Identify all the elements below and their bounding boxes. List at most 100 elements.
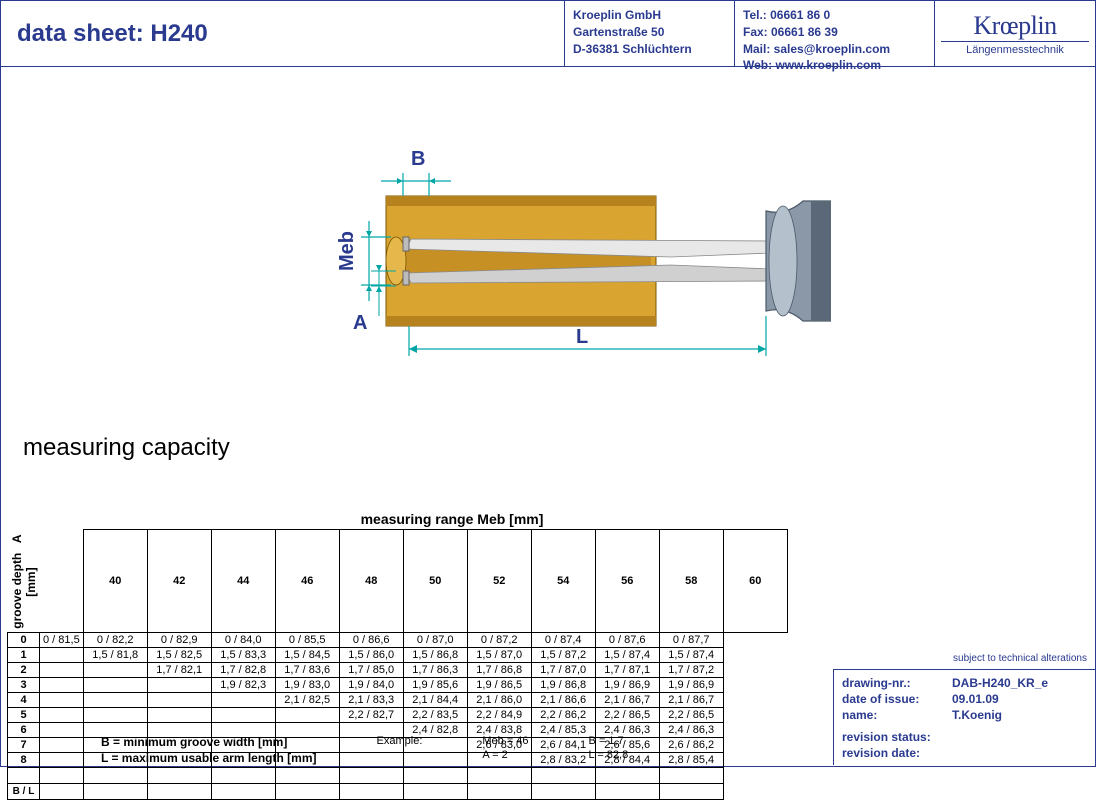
technical-diagram: B Meb A L [311, 141, 831, 371]
table-cell [40, 662, 84, 677]
table-cell [40, 692, 84, 707]
meta-name-val: T.Koenig [952, 708, 1087, 722]
table-row: 5 2,2 / 82,72,2 / 83,52,2 / 84,9 2,2 / 86,… [8, 707, 788, 722]
bl-label: B / L [8, 783, 40, 799]
meta-revdate-label: revision date: [842, 746, 952, 760]
brand-tagline: Längenmesstechnik [941, 41, 1088, 56]
table-cell: 1,9 / 86,9 [595, 677, 659, 692]
meta-revstatus-label: revision status: [842, 730, 952, 744]
row-index: 8 [8, 752, 40, 767]
table-cell: 2,1 / 86,6 [531, 692, 595, 707]
meta-drawing-label: drawing-nr.: [842, 676, 952, 690]
meta-date-val: 09.01.09 [952, 692, 1087, 706]
row-index: 2 [8, 662, 40, 677]
col-head: 42 [147, 530, 211, 633]
example-a: A = 2 [482, 749, 528, 761]
table-cell: 1,7 / 83,6 [275, 662, 339, 677]
table-cell: 1,9 / 86,8 [531, 677, 595, 692]
table-cell [40, 752, 84, 767]
table-cell: 2,2 / 84,9 [467, 707, 531, 722]
table-cell [467, 783, 531, 799]
table-cell [40, 677, 84, 692]
table-cell: 2,1 / 84,4 [403, 692, 467, 707]
brand-name: Krœplin [973, 11, 1056, 41]
table-cell [83, 783, 147, 799]
row-index: 6 [8, 722, 40, 737]
table-body: 00 / 81,50 / 82,20 / 82,90 / 84,00 / 85,… [8, 632, 788, 799]
table-cell [595, 783, 659, 799]
table-cell: 1,5 / 87,4 [659, 647, 723, 662]
row-index: 3 [8, 677, 40, 692]
col-head: 58 [659, 530, 723, 633]
table-cell: 1,7 / 82,1 [147, 662, 211, 677]
col-head: 44 [211, 530, 275, 633]
table-cell: 2,2 / 86,5 [659, 707, 723, 722]
section-heading: measuring capacity [23, 434, 230, 462]
table-cell: 0 / 87,0 [403, 632, 467, 647]
contact-mail: Mail: sales@kroeplin.com [743, 41, 926, 58]
table-cell: 0 / 81,5 [40, 632, 84, 647]
table-cell: 1,5 / 84,5 [275, 647, 339, 662]
table-cell: 1,7 / 86,3 [403, 662, 467, 677]
row-index: 5 [8, 707, 40, 722]
table-cell: 2,1 / 86,7 [595, 692, 659, 707]
header: data sheet: H240 Kroeplin GmbH Gartenstr… [1, 1, 1095, 67]
row-axis-label: groove depth A[mm] [8, 530, 40, 633]
table-cell: 2,1 / 82,5 [275, 692, 339, 707]
table-cell [403, 783, 467, 799]
table-cell: 1,9 / 86,5 [467, 677, 531, 692]
legend-b: B = minimum groove width [mm] [101, 735, 317, 749]
table-legend: B = minimum groove width [mm] L = maximu… [101, 735, 628, 765]
table-cell: 0 / 87,4 [531, 632, 595, 647]
example-b: B = 1,7 [589, 735, 629, 747]
col-head: 48 [339, 530, 403, 633]
contact-tel: Tel.: 06661 86 0 [743, 7, 926, 24]
row-index: 1 [8, 647, 40, 662]
table-cell: 1,5 / 86,8 [403, 647, 467, 662]
col-head: 60 [723, 530, 787, 633]
drawing-meta-box: drawing-nr.: DAB-H240_KR_e date of issue… [833, 669, 1095, 765]
table-cell: 1,7 / 87,2 [659, 662, 723, 677]
company-street: Gartenstraße 50 [573, 24, 726, 41]
header-contact: Tel.: 06661 86 0 Fax: 06661 86 39 Mail: … [735, 1, 935, 66]
table-cell [211, 707, 275, 722]
table-cell: 1,9 / 86,9 [659, 677, 723, 692]
table-cell: 2,8 / 85,4 [659, 752, 723, 767]
dim-label-l: L [576, 326, 588, 348]
row-index: 0 [8, 632, 40, 647]
table-cell [40, 707, 84, 722]
table-cell: 2,6 / 86,2 [659, 737, 723, 752]
table-cell [40, 722, 84, 737]
table-cell [83, 662, 147, 677]
table-cell: 1,7 / 82,8 [211, 662, 275, 677]
table-cell: 0 / 86,6 [339, 632, 403, 647]
col-head: 54 [531, 530, 595, 633]
table-cell: 1,5 / 83,3 [211, 647, 275, 662]
table-cell [147, 783, 211, 799]
dim-label-a: A [353, 312, 367, 334]
table-row: 21,7 / 82,11,7 / 82,81,7 / 83,61,7 / 85,… [8, 662, 788, 677]
table-cell [275, 707, 339, 722]
table-cell [83, 677, 147, 692]
table-row: 42,1 / 82,52,1 / 83,32,1 / 84,42,1 / 86,… [8, 692, 788, 707]
table-cell: 0 / 87,6 [595, 632, 659, 647]
header-title-cell: data sheet: H240 [1, 1, 565, 66]
table-cell: 2,2 / 82,7 [339, 707, 403, 722]
table-cell: 2,2 / 86,5 [595, 707, 659, 722]
example-label: Example: [377, 735, 423, 747]
table-cell: 2,2 / 83,5 [403, 707, 467, 722]
table-cell [275, 783, 339, 799]
table-cell: 1,9 / 85,6 [403, 677, 467, 692]
table-cell: 1,9 / 83,0 [275, 677, 339, 692]
table-cell: 2,1 / 86,0 [467, 692, 531, 707]
table-cell: 2,1 / 86,7 [659, 692, 723, 707]
col-head: 52 [467, 530, 531, 633]
meta-revdate-val [952, 746, 1087, 760]
col-head: 40 [83, 530, 147, 633]
table-cell: 1,5 / 86,0 [339, 647, 403, 662]
col-head: 46 [275, 530, 339, 633]
table-cell [40, 647, 84, 662]
contact-fax: Fax: 06661 86 39 [743, 24, 926, 41]
table-row-bl: B / L [8, 783, 788, 799]
table-cell [531, 783, 595, 799]
